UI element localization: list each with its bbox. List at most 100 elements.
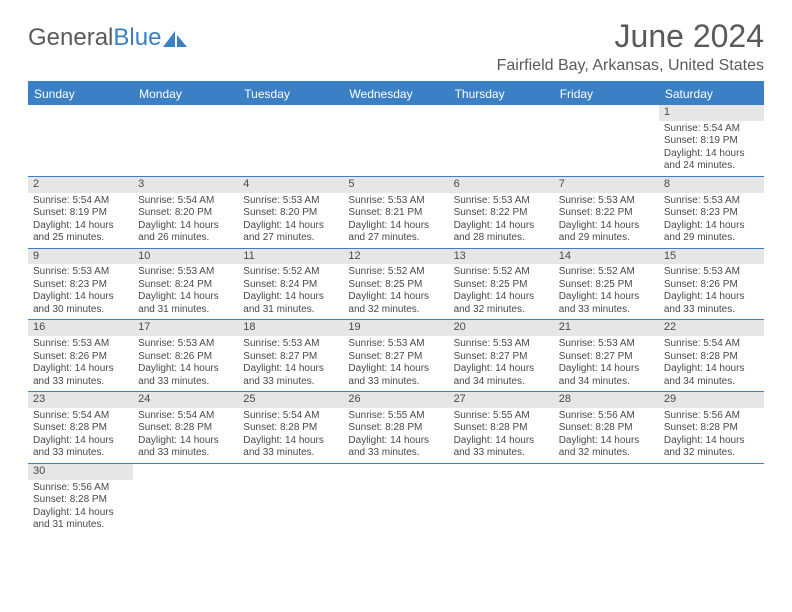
weekday-header: Friday (554, 83, 659, 105)
daylight-text: and 29 minutes. (664, 232, 759, 245)
sunrise-text: Sunrise: 5:54 AM (664, 123, 759, 136)
calendar-day: 28Sunrise: 5:56 AMSunset: 8:28 PMDayligh… (554, 392, 659, 463)
day-number: 22 (659, 320, 764, 336)
logo-sail-icon (163, 29, 189, 49)
weekday-header: Thursday (449, 83, 554, 105)
daylight-text: and 33 minutes. (348, 447, 443, 460)
sunrise-text: Sunrise: 5:54 AM (243, 410, 338, 423)
sunset-text: Sunset: 8:27 PM (454, 351, 549, 364)
daylight-text: Daylight: 14 hours (664, 148, 759, 161)
daylight-text: Daylight: 14 hours (454, 220, 549, 233)
daylight-text: and 33 minutes. (454, 447, 549, 460)
daylight-text: Daylight: 14 hours (33, 291, 128, 304)
weekday-header: Wednesday (343, 83, 448, 105)
weeks-container: 1 Sunrise: 5:54 AM Sunset: 8:19 PM Daylight… (28, 105, 764, 535)
calendar-day: 13Sunrise: 5:52 AMSunset: 8:25 PMDayligh… (449, 249, 554, 320)
daylight-text: Daylight: 14 hours (559, 220, 654, 233)
calendar-day: 10Sunrise: 5:53 AMSunset: 8:24 PMDayligh… (133, 249, 238, 320)
daylight-text: and 32 minutes. (348, 304, 443, 317)
calendar-day-empty (554, 464, 659, 535)
calendar-day: 17Sunrise: 5:53 AMSunset: 8:26 PMDayligh… (133, 320, 238, 391)
sunset-text: Sunset: 8:20 PM (243, 207, 338, 220)
sunset-text: Sunset: 8:26 PM (33, 351, 128, 364)
calendar-day: 30Sunrise: 5:56 AMSunset: 8:28 PMDayligh… (28, 464, 133, 535)
day-number: 4 (238, 177, 343, 193)
sunrise-text: Sunrise: 5:52 AM (243, 266, 338, 279)
sunrise-text: Sunrise: 5:53 AM (454, 338, 549, 351)
calendar-day-empty (133, 464, 238, 535)
daylight-text: Daylight: 14 hours (559, 363, 654, 376)
calendar-day-empty (343, 105, 448, 176)
daylight-text: and 31 minutes. (33, 519, 128, 532)
daylight-text: Daylight: 14 hours (664, 291, 759, 304)
sunrise-text: Sunrise: 5:56 AM (664, 410, 759, 423)
sunset-text: Sunset: 8:28 PM (664, 351, 759, 364)
logo-text-b: Blue (113, 24, 161, 52)
daylight-text: and 33 minutes. (664, 304, 759, 317)
calendar-day: 3Sunrise: 5:54 AMSunset: 8:20 PMDaylight… (133, 177, 238, 248)
day-number: 18 (238, 320, 343, 336)
calendar-day: 1Sunrise: 5:54 AMSunset: 8:19 PMDaylight… (659, 105, 764, 176)
daylight-text: and 33 minutes. (243, 447, 338, 460)
sunset-text: Sunset: 8:24 PM (138, 279, 233, 292)
sunrise-text: Sunrise: 5:53 AM (664, 266, 759, 279)
day-number: 21 (554, 320, 659, 336)
daylight-text: Daylight: 14 hours (243, 435, 338, 448)
day-number: 1 (659, 105, 764, 121)
sunset-text: Sunset: 8:24 PM (243, 279, 338, 292)
daylight-text: Daylight: 14 hours (33, 507, 128, 520)
sunset-text: Sunset: 8:19 PM (33, 207, 128, 220)
calendar-day: 24Sunrise: 5:54 AMSunset: 8:28 PMDayligh… (133, 392, 238, 463)
daylight-text: Daylight: 14 hours (664, 220, 759, 233)
sunset-text: Sunset: 8:23 PM (664, 207, 759, 220)
sunrise-text: Sunrise: 5:53 AM (454, 195, 549, 208)
day-number: 9 (28, 249, 133, 265)
sunset-text: Sunset: 8:23 PM (33, 279, 128, 292)
day-number: 19 (343, 320, 448, 336)
sunrise-text: Sunrise: 5:54 AM (33, 410, 128, 423)
weekday-header: Tuesday (238, 83, 343, 105)
daylight-text: Daylight: 14 hours (138, 363, 233, 376)
calendar-day: 9Sunrise: 5:53 AMSunset: 8:23 PMDaylight… (28, 249, 133, 320)
calendar-day-empty (238, 105, 343, 176)
sunset-text: Sunset: 8:20 PM (138, 207, 233, 220)
day-number: 3 (133, 177, 238, 193)
daylight-text: and 27 minutes. (348, 232, 443, 245)
daylight-text: and 33 minutes. (559, 304, 654, 317)
sunset-text: Sunset: 8:25 PM (559, 279, 654, 292)
sunset-text: Sunset: 8:27 PM (243, 351, 338, 364)
sunrise-text: Sunrise: 5:53 AM (559, 195, 654, 208)
sunrise-text: Sunrise: 5:53 AM (243, 338, 338, 351)
sunset-text: Sunset: 8:28 PM (138, 422, 233, 435)
calendar-day: 27Sunrise: 5:55 AMSunset: 8:28 PMDayligh… (449, 392, 554, 463)
sunrise-text: Sunrise: 5:56 AM (33, 482, 128, 495)
day-number: 17 (133, 320, 238, 336)
daylight-text: and 33 minutes. (138, 376, 233, 389)
sunrise-text: Sunrise: 5:53 AM (348, 195, 443, 208)
daylight-text: Daylight: 14 hours (664, 363, 759, 376)
daylight-text: and 32 minutes. (559, 447, 654, 460)
daylight-text: and 28 minutes. (454, 232, 549, 245)
title-block: June 2024 Fairfield Bay, Arkansas, Unite… (497, 18, 764, 75)
daylight-text: and 34 minutes. (454, 376, 549, 389)
daylight-text: Daylight: 14 hours (33, 363, 128, 376)
daylight-text: and 33 minutes. (33, 447, 128, 460)
daylight-text: Daylight: 14 hours (138, 220, 233, 233)
header: GeneralBlue June 2024 Fairfield Bay, Ark… (28, 18, 764, 75)
daylight-text: Daylight: 14 hours (243, 220, 338, 233)
daylight-text: and 29 minutes. (559, 232, 654, 245)
daylight-text: Daylight: 14 hours (454, 291, 549, 304)
day-number: 5 (343, 177, 448, 193)
calendar-day: 20Sunrise: 5:53 AMSunset: 8:27 PMDayligh… (449, 320, 554, 391)
daylight-text: Daylight: 14 hours (559, 291, 654, 304)
location-label: Fairfield Bay, Arkansas, United States (497, 57, 764, 75)
sunrise-text: Sunrise: 5:52 AM (348, 266, 443, 279)
sunrise-text: Sunrise: 5:53 AM (33, 266, 128, 279)
daylight-text: and 27 minutes. (243, 232, 338, 245)
sunrise-text: Sunrise: 5:53 AM (664, 195, 759, 208)
month-title: June 2024 (497, 18, 764, 55)
daylight-text: and 33 minutes. (243, 376, 338, 389)
calendar-week: 30Sunrise: 5:56 AMSunset: 8:28 PMDayligh… (28, 464, 764, 535)
calendar-day: 12Sunrise: 5:52 AMSunset: 8:25 PMDayligh… (343, 249, 448, 320)
calendar-day: 6Sunrise: 5:53 AMSunset: 8:22 PMDaylight… (449, 177, 554, 248)
